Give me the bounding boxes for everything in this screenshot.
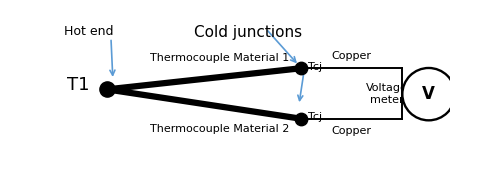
- Text: Voltage
meter: Voltage meter: [366, 83, 408, 105]
- Text: Tcj: Tcj: [308, 62, 322, 72]
- Text: Hot end: Hot end: [64, 25, 114, 38]
- Text: Thermocouple Material 1: Thermocouple Material 1: [150, 53, 289, 63]
- Point: [103, 88, 111, 91]
- Point: [297, 67, 305, 70]
- Text: Copper: Copper: [331, 52, 371, 61]
- Ellipse shape: [402, 68, 455, 120]
- Text: T1: T1: [67, 76, 89, 94]
- Text: Tcj: Tcj: [308, 112, 322, 122]
- Text: Cold junctions: Cold junctions: [194, 25, 302, 40]
- Text: V: V: [422, 85, 435, 103]
- Text: Copper: Copper: [331, 125, 371, 136]
- Text: Thermocouple Material 2: Thermocouple Material 2: [150, 124, 289, 134]
- Point: [297, 117, 305, 120]
